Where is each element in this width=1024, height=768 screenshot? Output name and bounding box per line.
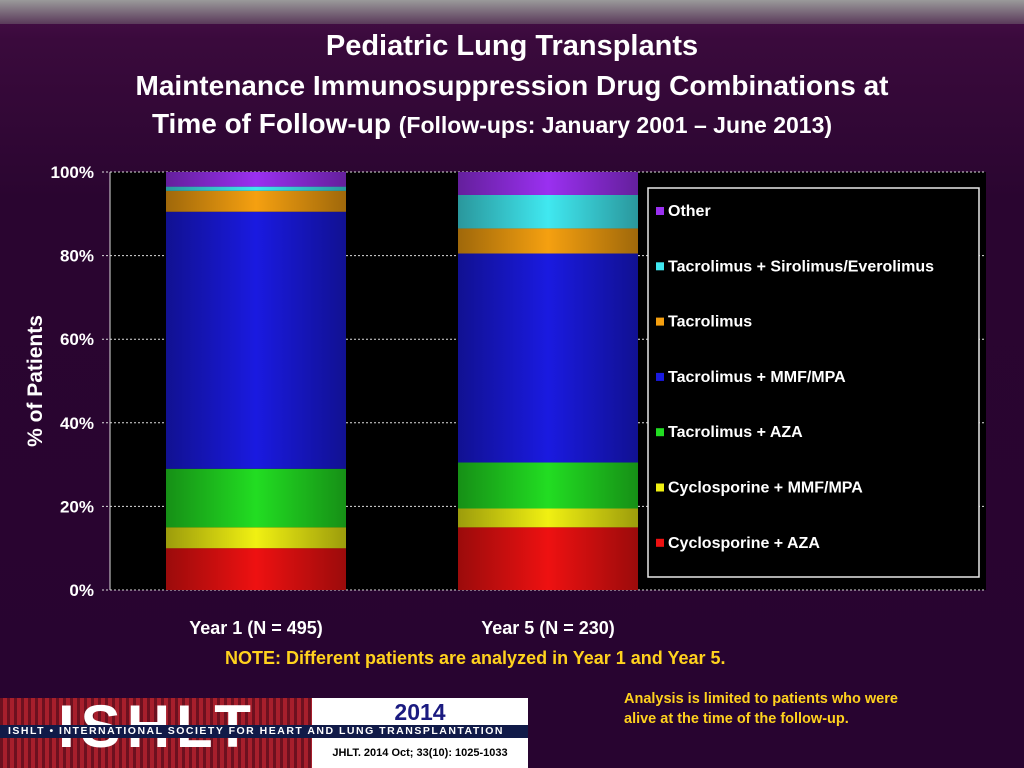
bar-segment-shade: [458, 462, 638, 509]
analysis-note-line-1: Analysis is limited to patients who were: [624, 691, 898, 707]
legend-label: Tacrolimus + Sirolimus/Everolimus: [668, 258, 934, 275]
bar-segment-shade: [458, 194, 638, 229]
legend-label: Tacrolimus + MMF/MPA: [668, 369, 846, 386]
legend-label: Tacrolimus: [668, 314, 752, 331]
legend-swatch: [656, 207, 664, 215]
citation: JHLT. 2014 Oct; 33(10): 1025-1033: [312, 738, 528, 768]
x-tick-label: Year 1 (N = 495): [189, 618, 323, 638]
bar-segment-shade: [458, 527, 638, 590]
x-axis-labels: Year 1 (N = 495) Year 5 (N = 230): [189, 618, 615, 638]
legend-swatch: [656, 262, 664, 271]
legend-label: Cyclosporine + MMF/MPA: [668, 480, 863, 497]
legend-label: Cyclosporine + AZA: [668, 535, 820, 552]
legend-box: [647, 187, 980, 578]
analysis-note: Analysis is limited to patients who were…: [624, 689, 898, 729]
y-axis-label: % of Patients: [24, 315, 47, 447]
bar-segment-shade: [166, 468, 346, 528]
legend-swatch: [656, 372, 664, 381]
legend: Other Tacrolimus + Sirolimus/Everolimus Ta…: [656, 203, 934, 552]
bar-segment-shade: [166, 548, 346, 590]
bar-segment-shade: [166, 186, 346, 191]
x-tick-label: Year 5 (N = 230): [481, 618, 615, 638]
title-line-3-sub: (Follow-ups: January 2001 – June 2013): [398, 112, 833, 138]
y-tick-label: 0%: [69, 581, 94, 600]
bar-segment-shade: [458, 508, 638, 528]
y-tick-label: 60%: [60, 330, 94, 349]
y-tick-label: 80%: [60, 247, 94, 266]
bar-segment-shade: [458, 172, 638, 195]
society-banner: ISHLT • INTERNATIONAL SOCIETY FOR HEART …: [0, 725, 528, 738]
bars: [166, 172, 638, 590]
legend-swatch: [656, 317, 664, 326]
legend-label: Tacrolimus + AZA: [668, 424, 803, 441]
legend-label: Other: [668, 203, 711, 220]
bar-segment-shade: [458, 228, 638, 254]
note: NOTE: Different patients are analyzed in…: [225, 648, 726, 668]
stacked-bar-chart: 0%20%40%60%80%100% Year 1 (N = 495) Year …: [24, 163, 986, 638]
y-tick-label: 20%: [60, 497, 94, 516]
y-axis: 0% 20% 40% 60% 80% 100%: [51, 163, 111, 600]
legend-swatch: [656, 428, 664, 437]
bar-segment-shade: [166, 190, 346, 212]
title-line-2: Maintenance Immunosuppression Drug Combi…: [135, 70, 889, 101]
y-tick-label: 40%: [60, 414, 94, 433]
bar-segment-shade: [166, 172, 346, 187]
legend-swatch: [656, 538, 664, 547]
y-tick-label: 100%: [51, 163, 94, 182]
title-line-3: Time of Follow-up (Follow-ups: January 2…: [0, 108, 1004, 140]
bar-segment-shade: [166, 527, 346, 549]
legend-swatch: [656, 483, 664, 492]
title-line-3-main: Time of Follow-up: [151, 108, 391, 139]
top-band: [0, 0, 1024, 24]
title-line-1: Pediatric Lung Transplants: [325, 30, 699, 62]
bar-segment-shade: [458, 253, 638, 463]
bar-segment-shade: [166, 211, 346, 469]
analysis-note-line-2: alive at the time of the follow-up.: [624, 711, 849, 727]
year-badge: 2014: [312, 698, 528, 725]
